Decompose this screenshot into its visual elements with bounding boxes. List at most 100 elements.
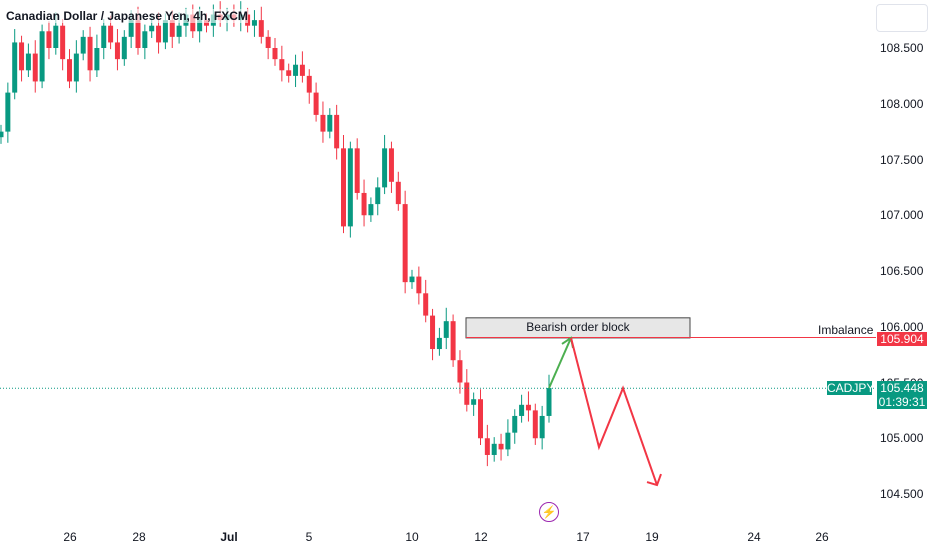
- candle: [169, 20, 175, 37]
- candle: [12, 42, 18, 93]
- candle: [430, 315, 436, 350]
- candle: [334, 114, 340, 149]
- candle: [279, 59, 285, 71]
- candle: [416, 276, 422, 294]
- candle: [265, 36, 271, 48]
- candle: [450, 321, 456, 361]
- candle: [25, 53, 31, 71]
- candle: [156, 25, 162, 43]
- price-axis-label: 106.500: [880, 264, 924, 278]
- candle: [101, 25, 107, 48]
- imbalance-price-tag: 105.904: [877, 332, 927, 346]
- time-axis-label: 26: [815, 530, 829, 544]
- candle: [272, 48, 278, 60]
- price-axis-label: 107.500: [880, 152, 924, 167]
- candle: [519, 404, 525, 416]
- candle: [135, 20, 141, 48]
- price-axis-label: 104.500: [880, 487, 924, 501]
- candle: [80, 36, 86, 54]
- candle: [142, 31, 148, 48]
- candle: [546, 388, 552, 416]
- countdown-timer: 01:39:31: [878, 395, 926, 409]
- candle: [251, 20, 257, 26]
- candle: [0, 131, 4, 138]
- candle: [409, 276, 415, 283]
- candle: [532, 410, 538, 439]
- candle: [436, 337, 442, 350]
- candle: [498, 443, 504, 450]
- chart-control-box[interactable]: [876, 4, 928, 32]
- candle: [87, 36, 93, 71]
- candle: [525, 404, 531, 411]
- time-axis-label: 12: [474, 530, 488, 544]
- candle: [539, 415, 545, 439]
- time-axis-label: 10: [405, 530, 419, 544]
- time-axis-label: 26: [63, 530, 77, 544]
- time-axis-label: 28: [132, 530, 146, 544]
- candle: [258, 20, 264, 37]
- candle: [395, 181, 401, 205]
- projection-down-segment: [570, 337, 658, 486]
- candle: [484, 438, 490, 455]
- candle: [19, 42, 25, 71]
- time-axis-label: Jul: [220, 530, 238, 544]
- candles-layer: [0, 1, 552, 467]
- candle: [478, 399, 483, 439]
- order-block-label: Bearish order block: [526, 320, 630, 334]
- candle: [375, 187, 381, 205]
- price-axis-label: 105.000: [880, 431, 924, 446]
- annotations-layer: [0, 317, 876, 487]
- candle: [320, 114, 326, 132]
- price-axis-label: 107.000: [880, 208, 924, 223]
- candle: [471, 399, 477, 405]
- candle: [327, 114, 333, 132]
- candle: [512, 415, 518, 433]
- projection-down-arrowhead: [646, 473, 662, 487]
- lightning-bolt-icon[interactable]: ⚡: [539, 502, 559, 522]
- time-axis-label: 5: [305, 530, 313, 544]
- candle: [46, 31, 52, 48]
- time-axis-label: 17: [576, 530, 590, 544]
- candle: [67, 59, 72, 82]
- candle: [32, 53, 38, 82]
- candle: [491, 443, 497, 455]
- time-axis-label: 24: [747, 530, 761, 544]
- time-axis-label: 19: [645, 530, 659, 544]
- symbol-tag: CADJPY: [827, 381, 875, 395]
- candle: [443, 321, 449, 338]
- candle: [108, 25, 114, 43]
- candle: [505, 432, 511, 450]
- candle: [60, 25, 66, 60]
- candle: [53, 25, 59, 48]
- candle: [128, 20, 134, 37]
- candle: [197, 20, 203, 32]
- candle: [341, 148, 346, 227]
- imbalance-label: Imbalance: [818, 323, 874, 337]
- candle: [176, 25, 182, 37]
- candle: [306, 75, 312, 93]
- chart-title: Canadian Dollar / Japanese Yen, 4h, FXCM: [6, 9, 248, 23]
- projection-up-segment: [548, 337, 572, 389]
- candle: [5, 92, 11, 132]
- candle: [114, 42, 120, 60]
- price-axis-label: 108.500: [880, 41, 924, 55]
- current-price-value: 105.448: [880, 381, 924, 395]
- candle: [286, 70, 292, 76]
- candle: [299, 64, 305, 76]
- candle: [39, 31, 45, 82]
- candle: [313, 92, 319, 115]
- candle: [464, 382, 470, 405]
- price-axis-label: 108.000: [880, 96, 924, 111]
- candle: [382, 148, 388, 188]
- candle: [347, 148, 353, 227]
- candle: [149, 25, 155, 32]
- candle: [293, 64, 299, 76]
- candle: [423, 293, 429, 316]
- candle: [121, 36, 127, 60]
- price-axis-label: 106.000: [880, 319, 924, 334]
- candle: [388, 148, 394, 182]
- candle: [361, 192, 367, 216]
- candle: [457, 360, 463, 383]
- candle: [368, 204, 374, 216]
